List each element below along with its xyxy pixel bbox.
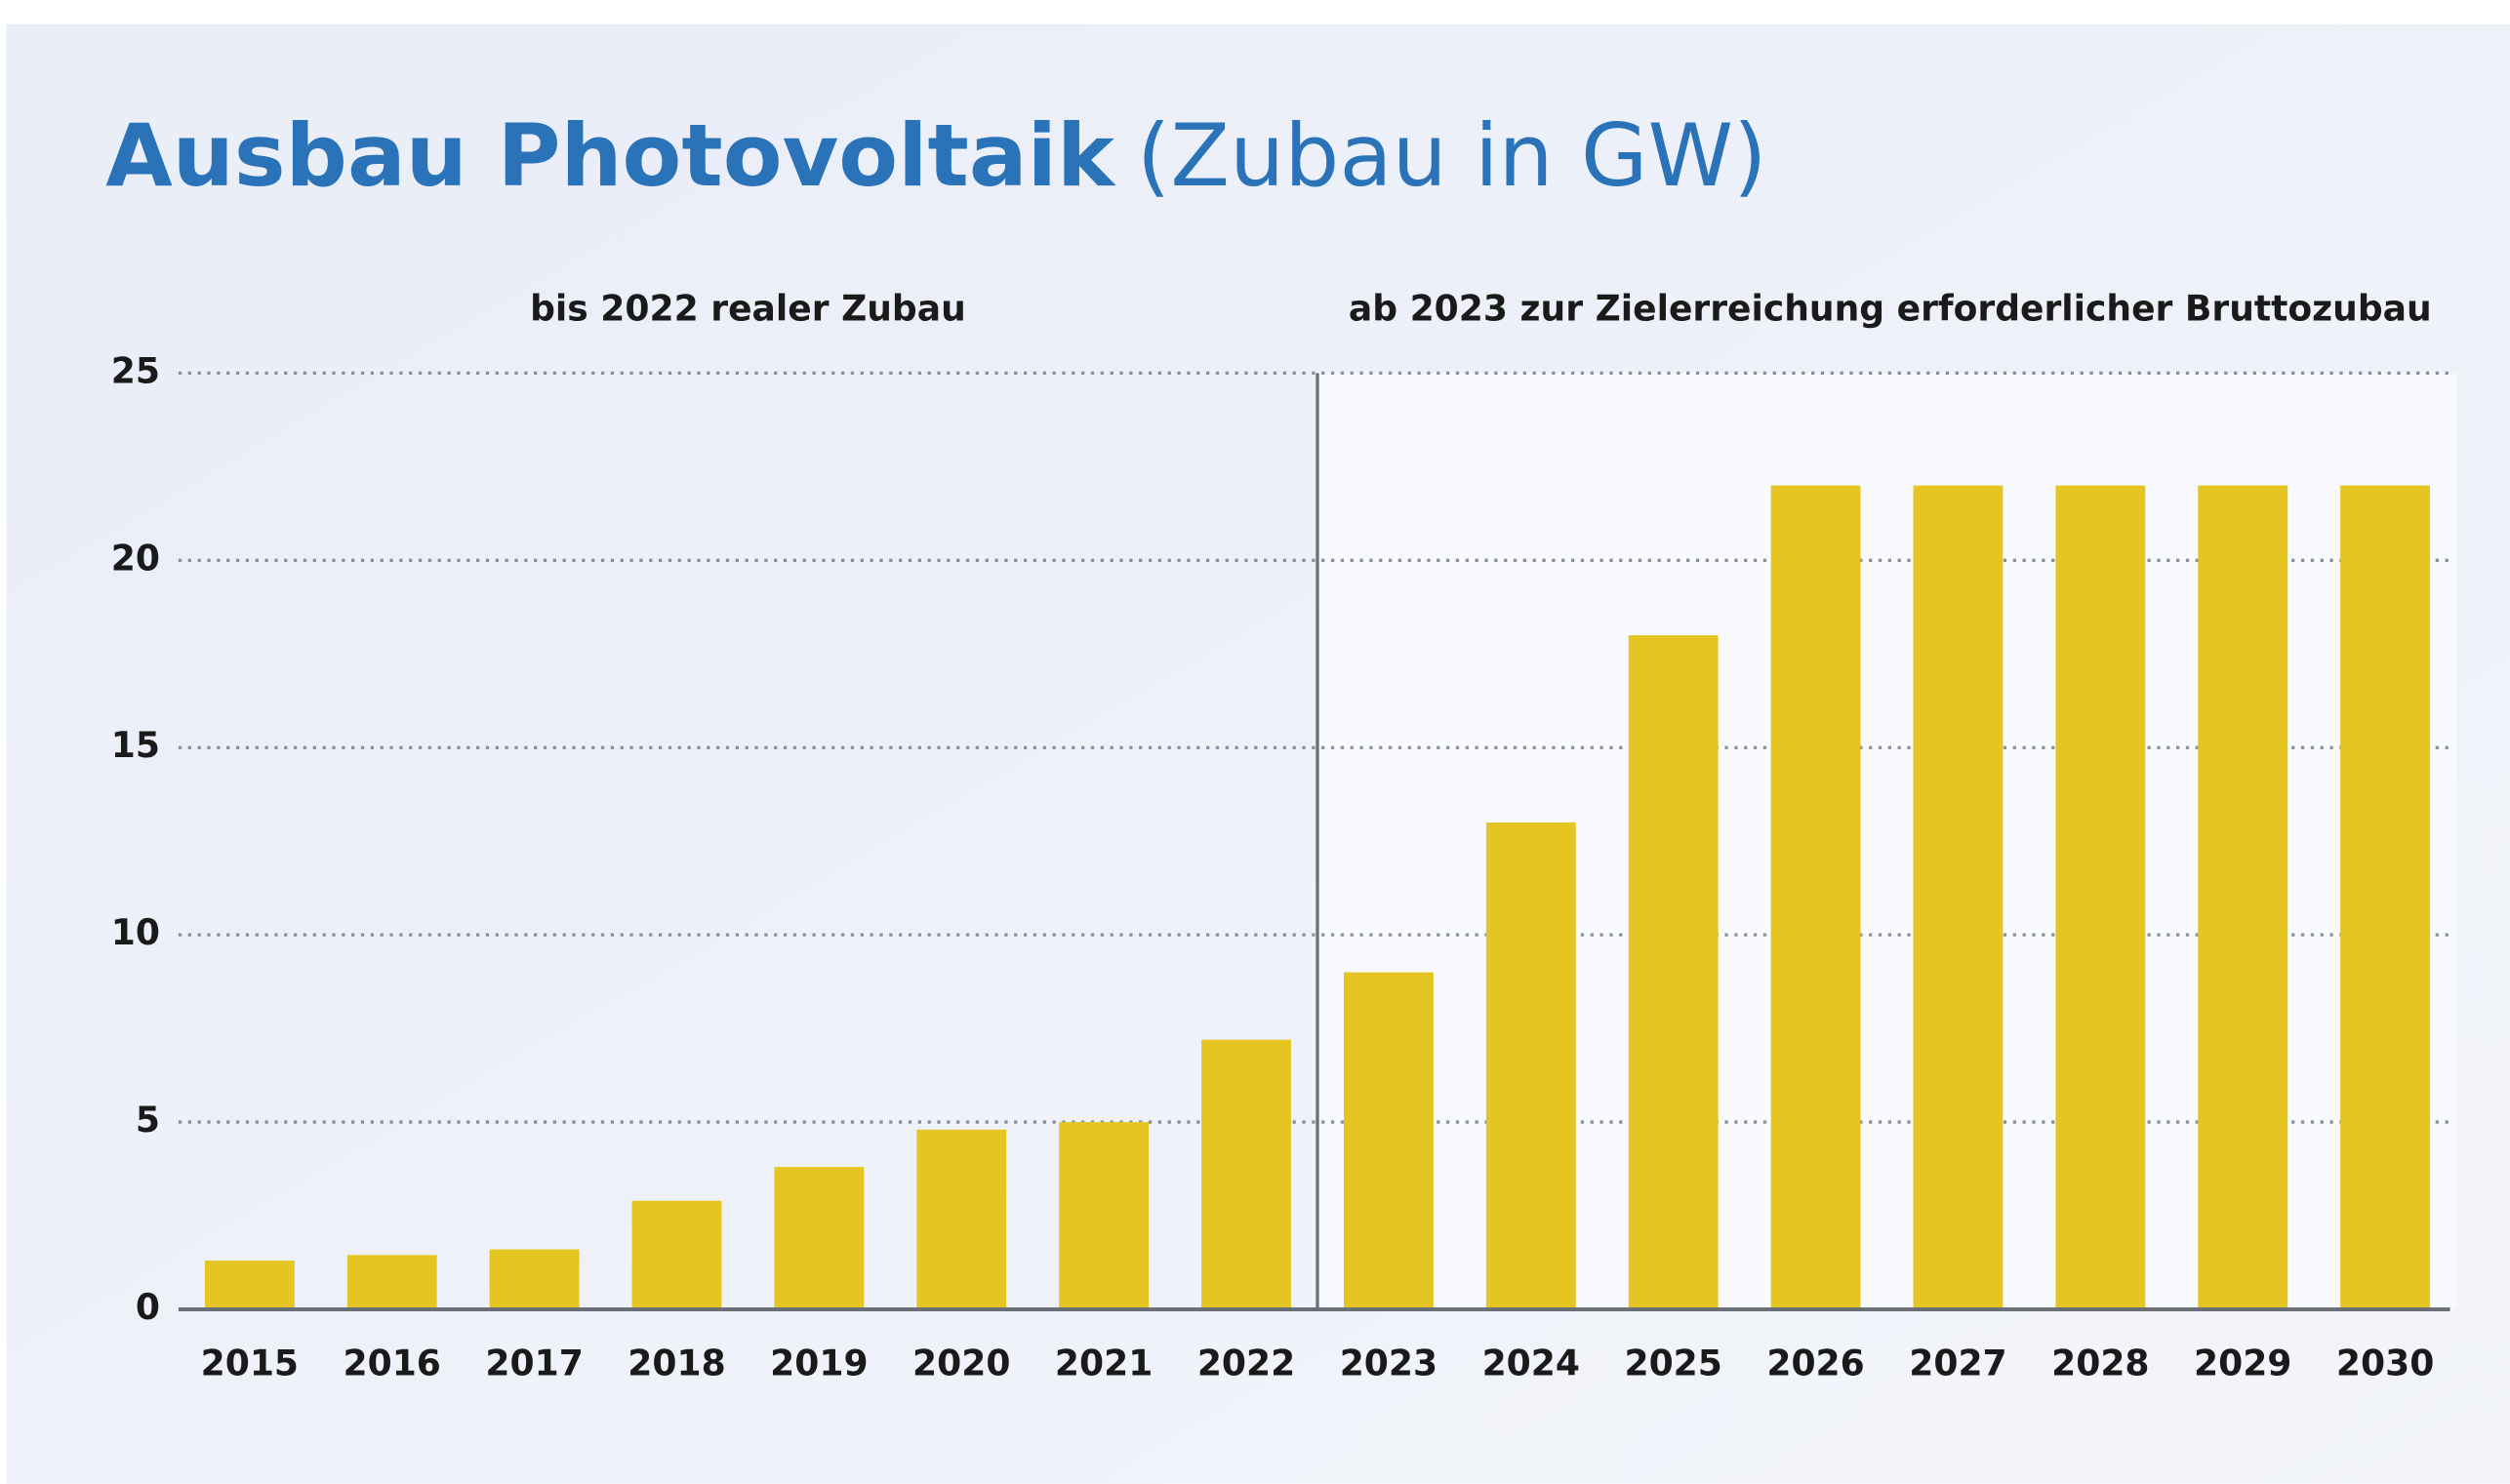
bar [346, 1255, 437, 1309]
x-tick-label: 2028 [2051, 1343, 2149, 1384]
x-tick-label: 2030 [2336, 1343, 2434, 1384]
chart-title: Ausbau Photovoltaik (Zubau in GW) [105, 105, 1766, 206]
x-tick-label: 2016 [344, 1343, 441, 1384]
x-tick-label: 2029 [2194, 1343, 2291, 1384]
x-tick-label: 2024 [1482, 1343, 1580, 1384]
x-tick-label: 2023 [1340, 1343, 1437, 1384]
x-tick-label: 2026 [1766, 1343, 1864, 1384]
bar [2055, 485, 2146, 1309]
title: Ausbau Photovoltaik [105, 105, 1116, 206]
x-tick-label: 2017 [485, 1343, 583, 1384]
annotation: bis 2022 realer Zubau [530, 288, 966, 329]
y-tick-label: 0 [136, 1287, 160, 1328]
x-tick-label: 2022 [1197, 1343, 1295, 1384]
bar [1059, 1122, 1150, 1309]
bar [1628, 635, 1719, 1309]
bar [489, 1249, 580, 1309]
x-tick-label: 2018 [628, 1343, 725, 1384]
bar [1343, 972, 1434, 1309]
y-tick-label: 25 [111, 350, 160, 391]
y-tick-label: 15 [111, 725, 160, 766]
bar [1485, 822, 1576, 1309]
bar [631, 1200, 722, 1309]
subtitle: (Zubau in GW) [1137, 105, 1767, 206]
x-tick-label: 2019 [770, 1343, 868, 1384]
y-tick-label: 5 [136, 1100, 160, 1141]
bar [916, 1129, 1007, 1309]
bar [1770, 485, 1861, 1309]
x-tick-label: 2020 [912, 1343, 1010, 1384]
annotation: ab 2023 zur Zielerreichung erforderliche… [1349, 288, 2432, 329]
x-tick-label: 2021 [1055, 1343, 1153, 1384]
x-tick-label: 2025 [1624, 1343, 1721, 1384]
bar [774, 1167, 865, 1309]
y-tick-label: 20 [111, 538, 160, 579]
bar [2198, 485, 2288, 1309]
bar [1913, 485, 2004, 1309]
bar [1201, 1039, 1291, 1309]
bar [204, 1261, 295, 1309]
y-tick-label: 10 [111, 912, 160, 953]
bar [2340, 485, 2431, 1309]
x-tick-label: 2015 [201, 1343, 299, 1384]
x-tick-label: 2027 [1909, 1343, 2006, 1384]
